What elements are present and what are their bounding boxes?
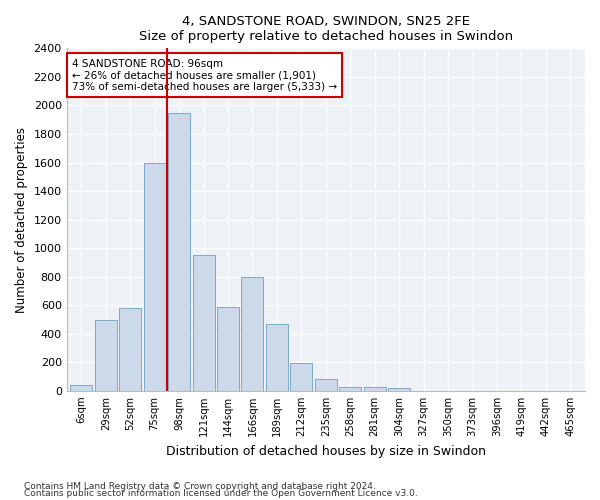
Y-axis label: Number of detached properties: Number of detached properties (15, 126, 28, 312)
Bar (168, 112, 190, 391)
Text: 4 SANDSTONE ROAD: 96sqm
← 26% of detached houses are smaller (1,901)
73% of semi: 4 SANDSTONE ROAD: 96sqm ← 26% of detache… (72, 58, 337, 92)
Bar (364, 388, 386, 391)
Title: 4, SANDSTONE ROAD, SWINDON, SN25 2FE
Size of property relative to detached house: 4, SANDSTONE ROAD, SWINDON, SN25 2FE Siz… (139, 15, 513, 43)
Text: Contains public sector information licensed under the Open Government Licence v3: Contains public sector information licen… (24, 490, 418, 498)
Bar (217, 306, 239, 391)
Bar (95, 320, 117, 391)
Bar (241, 276, 263, 391)
Bar (315, 379, 337, 391)
Bar (266, 324, 288, 391)
Bar (193, 256, 215, 391)
Bar (70, 385, 92, 391)
Bar (143, 162, 166, 391)
Text: Contains HM Land Registry data © Crown copyright and database right 2024.: Contains HM Land Registry data © Crown c… (24, 482, 376, 491)
Bar (339, 386, 361, 391)
X-axis label: Distribution of detached houses by size in Swindon: Distribution of detached houses by size … (166, 444, 486, 458)
Bar (290, 363, 313, 391)
Bar (119, 308, 141, 391)
Bar (388, 388, 410, 391)
